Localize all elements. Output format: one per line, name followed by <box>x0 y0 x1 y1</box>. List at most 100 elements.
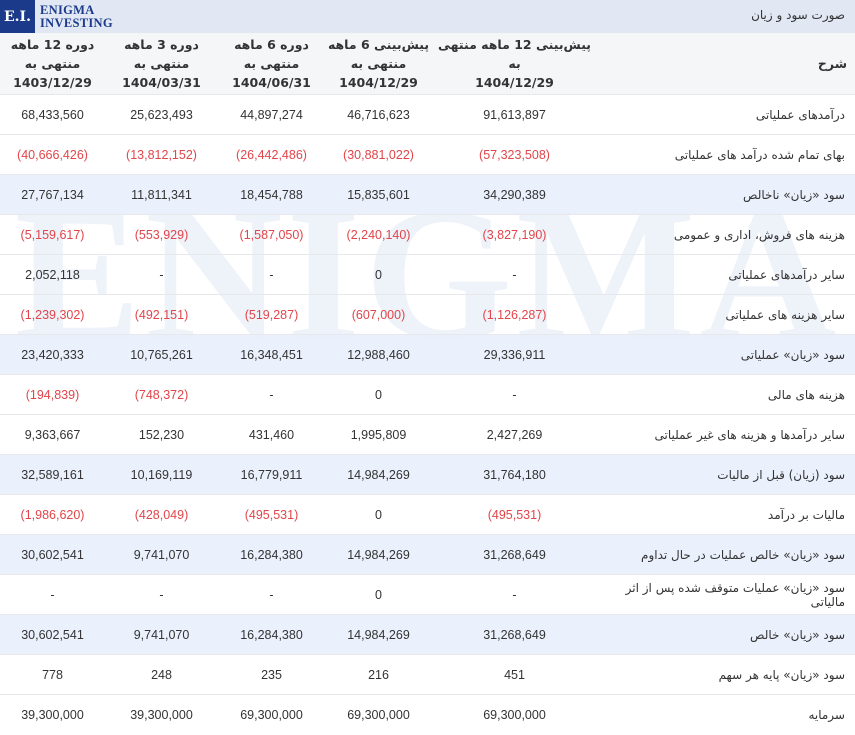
table-cell-value: 68,433,560 <box>21 107 84 122</box>
table-cell-value: 91,613,897 <box>483 107 546 122</box>
table-row: 9,363,667 152,230 431,460 1,995,809 2,427,26… <box>0 414 855 455</box>
table-cell-value: 9,741,070 <box>133 627 190 642</box>
table-cell-value: 39,300,000 <box>130 707 193 722</box>
table-cell-value: (1,126,287) <box>482 307 547 322</box>
table-cell-value: - <box>159 587 164 602</box>
table-cell-value: 1,995,809 <box>350 427 407 442</box>
logo-mark: E.I. <box>0 0 35 33</box>
table-row: 778 248 235 216 451 سود «زیان» پایه هر سهم <box>0 654 855 695</box>
table-cell-value: 44,897,274 <box>240 107 303 122</box>
table-cell-value: 69,300,000 <box>240 707 303 722</box>
column-header-date: 1404/03/31 <box>122 75 201 90</box>
table-cell-value: 29,336,911 <box>483 347 546 362</box>
header-bar: E.I. ENIGMA INVESTING صورت سود و زیان <box>0 0 855 33</box>
table-row: 30,602,541 9,741,070 16,284,380 14,984,269 3… <box>0 534 855 575</box>
logo-line-2: INVESTING <box>40 15 113 30</box>
table-cell-value: 14,984,269 <box>347 467 410 482</box>
table-cell-value: 152,230 <box>138 427 185 442</box>
table-cell-value: 778 <box>42 667 63 682</box>
table-cell-value: 31,268,649 <box>483 627 546 642</box>
table-cell-value: 10,169,119 <box>130 467 193 482</box>
table-cell-value: - <box>512 587 517 602</box>
column-header-label: پیش‌بینی 12 ماهه منتهی به <box>437 37 591 71</box>
column-header-label: دوره 3 ماهه منتهی به <box>124 37 199 71</box>
table-cell-value: (519,287) <box>244 307 299 322</box>
table-cell-value: (30,881,022) <box>343 147 414 162</box>
page-title: صورت سود و زیان <box>751 8 845 22</box>
table-cell-value: 69,300,000 <box>347 707 410 722</box>
table-cell-value: 2,427,269 <box>486 427 543 442</box>
table-row: 27,767,134 11,811,341 18,454,788 15,835,601… <box>0 174 855 215</box>
table-cell-value: 0 <box>375 267 382 282</box>
table-cell-value: 216 <box>368 667 389 682</box>
table-cell-value: 30,602,541 <box>21 627 84 642</box>
table-cell-value: 18,454,788 <box>240 187 303 202</box>
table-cell-description: سود «زیان» عملیات متوقف شده پس از اثر ما… <box>625 580 845 609</box>
table-cell-description: سایر درآمدها و هزینه های غیر عملیاتی <box>654 427 845 442</box>
column-header-period: دوره 6 ماهه منتهی به 1404/06/31 <box>218 33 325 95</box>
column-header-label: دوره 12 ماهه منتهی به <box>10 37 95 71</box>
table-cell-value: (2,240,140) <box>346 227 411 242</box>
column-header-period: پیش‌بینی 6 ماهه منتهی به 1404/12/29 <box>325 33 432 95</box>
table-cell-description: سایر درآمدهای عملیاتی <box>728 267 845 282</box>
table-row: (1,986,620) (428,049) (495,531) 0 (495,531) م… <box>0 494 855 535</box>
table-cell-value: (194,839) <box>25 387 80 402</box>
table-cell-value: - <box>512 387 517 402</box>
table-cell-description: درآمدهای عملیاتی <box>755 107 845 122</box>
column-header-date: 1404/12/29 <box>475 75 554 90</box>
table-header-row: دوره 12 ماهه منتهی به 1403/12/29 دوره 3 ما… <box>0 33 855 95</box>
table-cell-description: هزینه های مالی <box>767 387 845 402</box>
table-cell-value: 0 <box>375 587 382 602</box>
table-cell-value: 431,460 <box>248 427 295 442</box>
table-cell-value: 10,765,261 <box>130 347 193 362</box>
column-header-label: دوره 6 ماهه منتهی به <box>234 37 309 71</box>
table-cell-value: (428,049) <box>134 507 189 522</box>
table-cell-value: 46,716,623 <box>347 107 410 122</box>
column-header-period: پیش‌بینی 12 ماهه منتهی به 1404/12/29 <box>432 33 597 95</box>
table-cell-description: سود «زیان» ناخالص <box>743 187 845 202</box>
table-row: (40,666,426) (13,812,152) (26,442,486) (30,… <box>0 134 855 175</box>
table-cell-value: (13,812,152) <box>126 147 197 162</box>
table-cell-description: سایر هزینه های عملیاتی <box>725 307 845 322</box>
table-cell-value: 27,767,134 <box>21 187 84 202</box>
income-statement-table: دوره 12 ماهه منتهی به 1403/12/29 دوره 3 ما… <box>0 33 855 735</box>
table-cell-description: بهای تمام شده درآمد های عملیاتی <box>674 147 845 162</box>
enigma-investing-logo: E.I. ENIGMA INVESTING <box>0 0 113 33</box>
table-cell-value: (495,531) <box>487 507 542 522</box>
table-row: (194,839) (748,372) - 0 - هزینه های مالی <box>0 374 855 415</box>
table-cell-value: 15,835,601 <box>347 187 410 202</box>
column-header-label: پیش‌بینی 6 ماهه منتهی به <box>327 37 430 71</box>
column-header-date: 1404/12/29 <box>339 75 418 90</box>
table-cell-value: (40,666,426) <box>17 147 88 162</box>
logo-wordmark: ENIGMA INVESTING <box>40 2 113 30</box>
table-cell-value: - <box>50 587 55 602</box>
column-header-period: دوره 12 ماهه منتهی به 1403/12/29 <box>0 33 105 95</box>
column-header-period: دوره 3 ماهه منتهی به 1404/03/31 <box>105 33 218 95</box>
table-row: 2,052,118 - - 0 - سایر درآمدهای عملیاتی <box>0 254 855 295</box>
table-row: 39,300,000 39,300,000 69,300,000 69,300,000… <box>0 694 855 735</box>
table-cell-value: 14,984,269 <box>347 627 410 642</box>
table-cell-value: (553,929) <box>134 227 189 242</box>
table-cell-value: 16,348,451 <box>240 347 303 362</box>
table-cell-value: - <box>269 387 274 402</box>
table-cell-description: سود «زیان» خالص عملیات در حال تداوم <box>641 547 845 562</box>
table-cell-value: - <box>512 267 517 282</box>
table-cell-value: 39,300,000 <box>21 707 84 722</box>
table-cell-value: (748,372) <box>134 387 189 402</box>
table-cell-description: مالیات بر درآمد <box>767 507 845 522</box>
table-cell-value: - <box>159 267 164 282</box>
table-cell-value: 16,284,380 <box>240 627 303 642</box>
table-cell-value: 9,741,070 <box>133 547 190 562</box>
table-row: - - - 0 - سود «زیان» عملیات متوقف شده پس از ا… <box>0 574 855 615</box>
table-cell-value: 30,602,541 <box>21 547 84 562</box>
logo-line-1: ENIGMA <box>40 2 95 17</box>
table-cell-value: 34,290,389 <box>483 187 546 202</box>
table-row: (1,239,302) (492,151) (519,287) (607,000) (1… <box>0 294 855 335</box>
table-cell-value: 235 <box>261 667 282 682</box>
table-cell-value: (1,239,302) <box>20 307 85 322</box>
table-cell-value: 2,052,118 <box>25 267 80 282</box>
table-row: (5,159,617) (553,929) (1,587,050) (2,240,14… <box>0 214 855 255</box>
table-cell-value: (492,151) <box>134 307 189 322</box>
table-cell-value: (1,587,050) <box>239 227 304 242</box>
table-cell-value: 0 <box>375 507 382 522</box>
